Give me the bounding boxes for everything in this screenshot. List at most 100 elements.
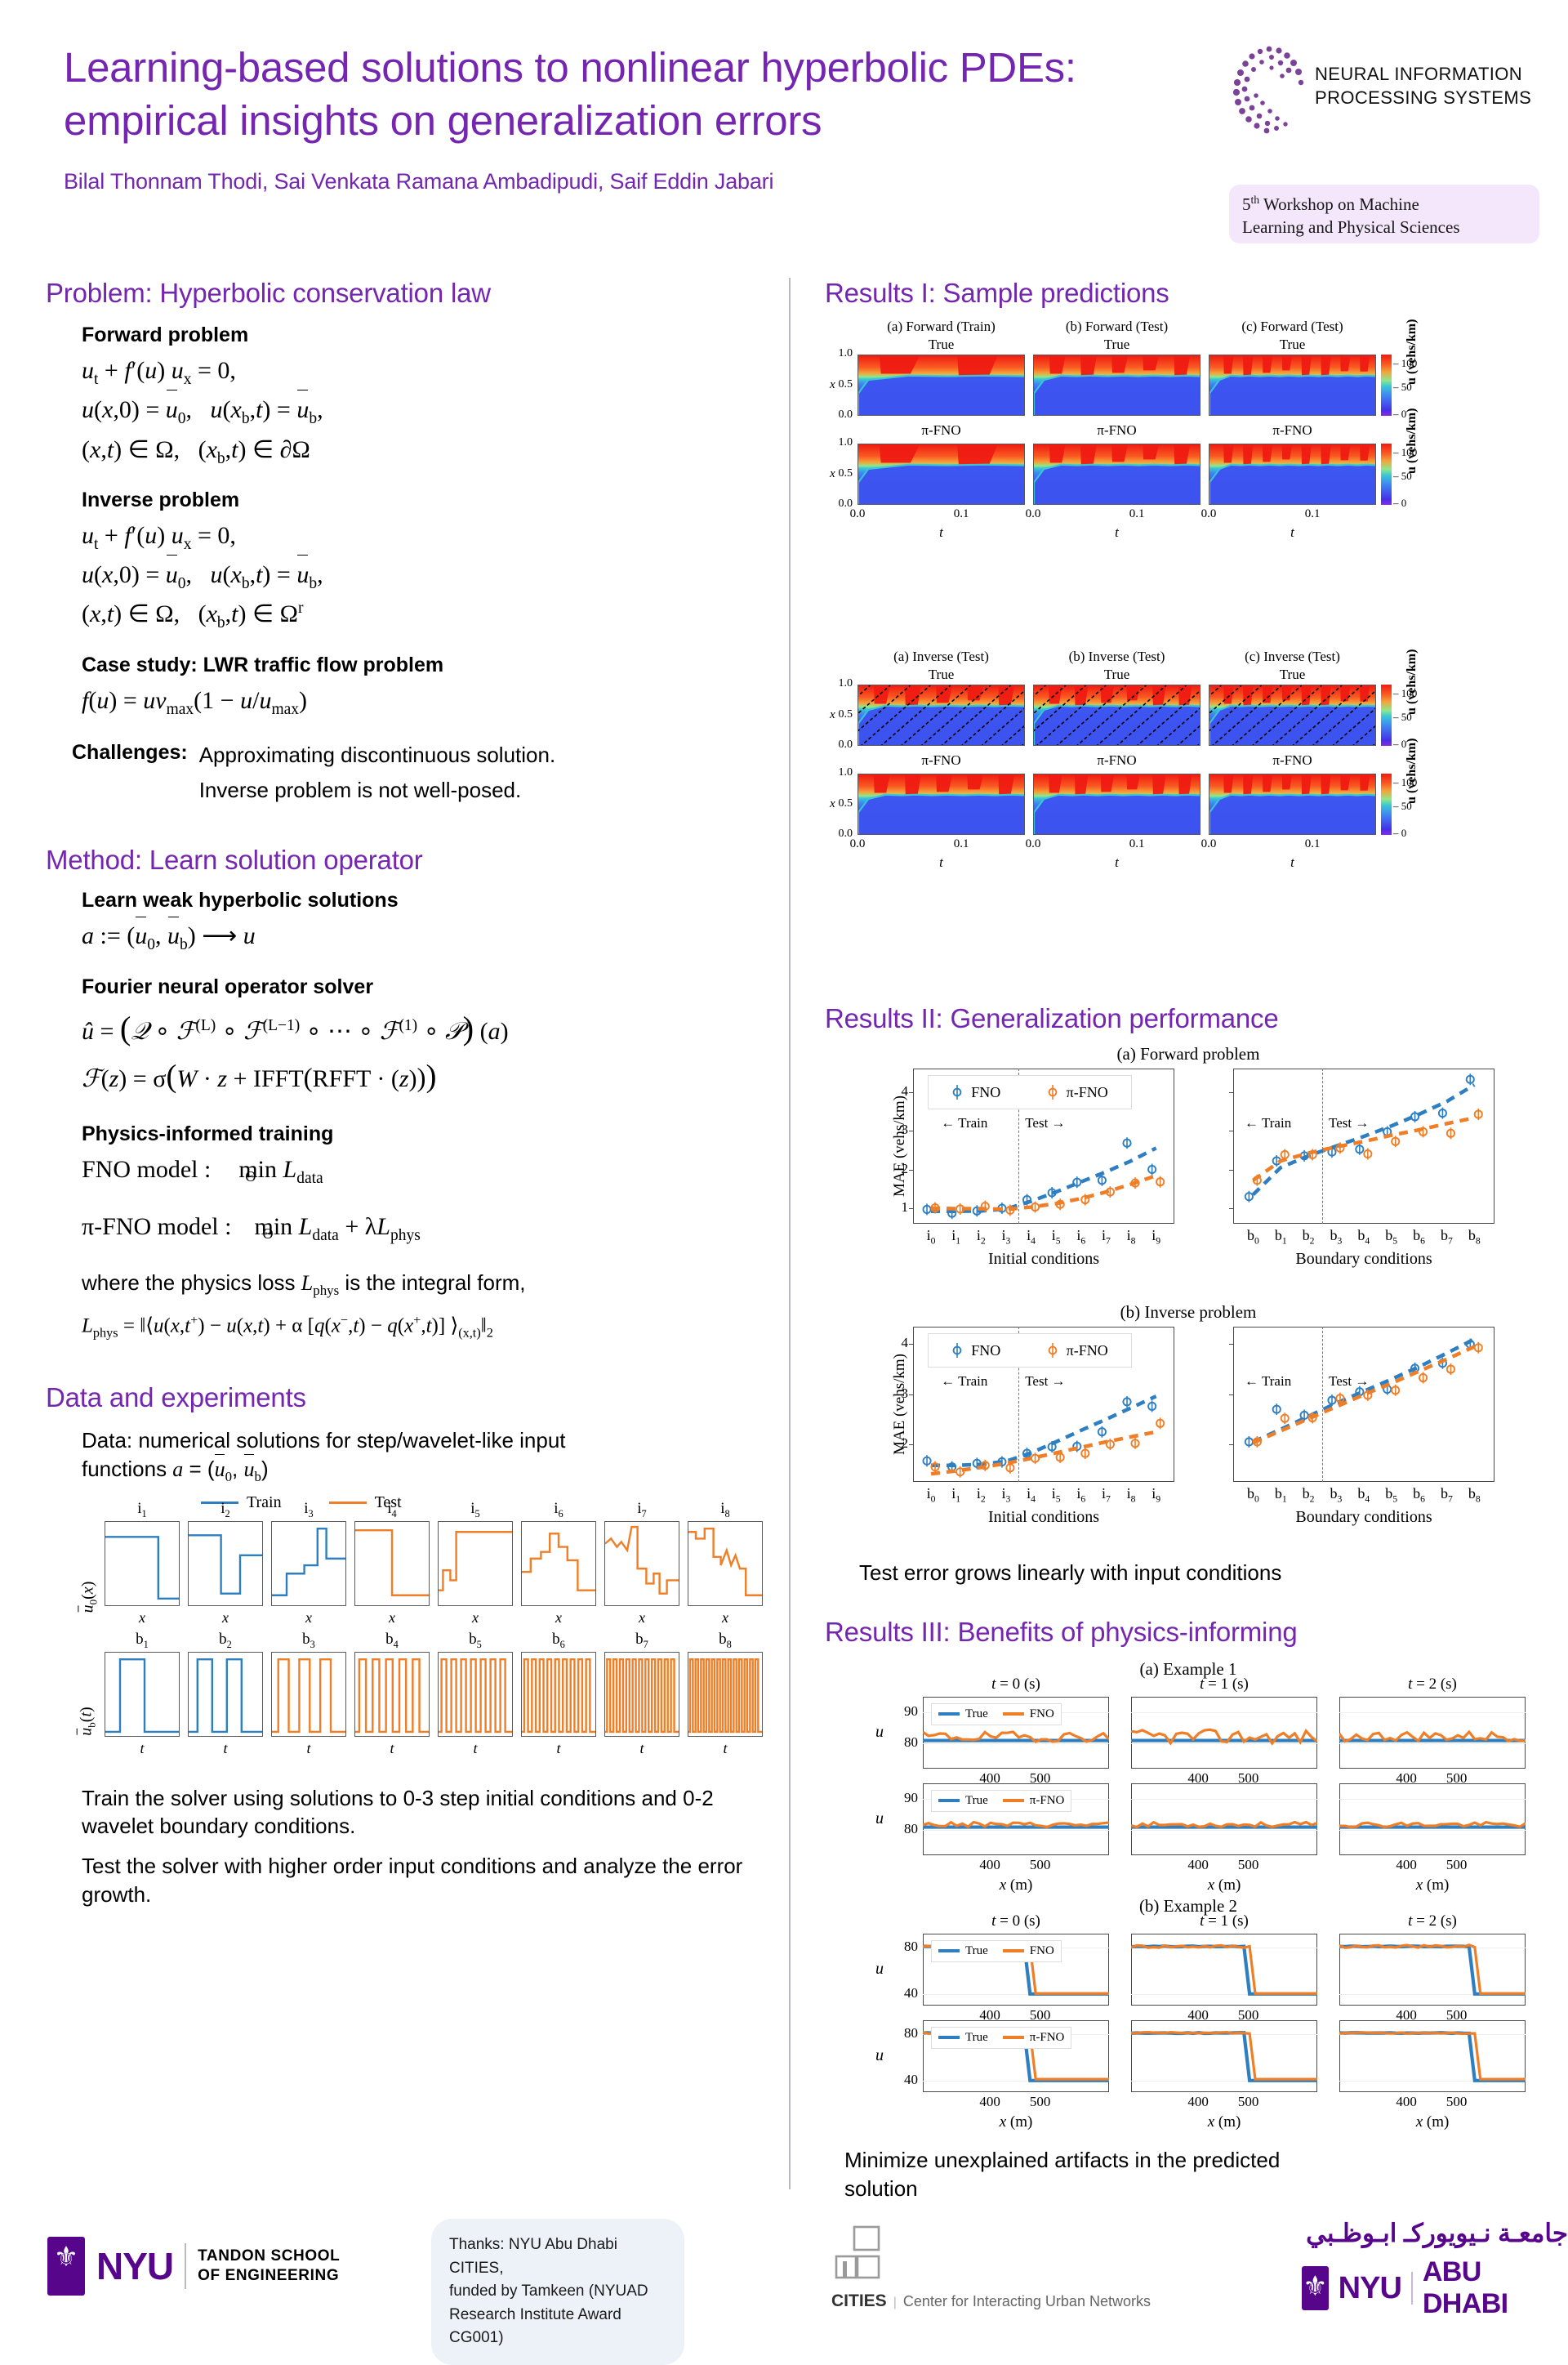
gridline	[923, 1743, 1109, 1745]
results1-inverse-figure: (a) Inverse (Test) True π-FNO (b) Inverse (…	[825, 649, 1552, 975]
line-series	[1339, 2030, 1526, 2082]
y-tick: 4	[901, 1335, 909, 1351]
figure-title: (a) Forward problem	[1116, 1044, 1260, 1064]
axis-label-x: x	[222, 1609, 229, 1626]
legend-label: FNO	[971, 1341, 1001, 1359]
x-tick: b2	[1302, 1485, 1315, 1505]
initial-condition-i4-curve	[355, 1528, 429, 1596]
x-tick: i3	[1001, 1227, 1011, 1247]
x-tick: 400	[1187, 2006, 1209, 2023]
axis-label-time: t	[1115, 524, 1119, 540]
initial-condition-i3-label: i3	[304, 1499, 314, 1519]
x-tick: 0.1	[1129, 837, 1145, 850]
initial-condition-i4-label: i4	[387, 1499, 397, 1519]
x-tick: 0.1	[1129, 507, 1145, 520]
line-series	[1131, 1943, 1317, 1996]
x-tick: 400	[979, 2093, 1000, 2109]
y-tick-mark	[909, 1444, 913, 1446]
axis-label-x-meters: x (m)	[1207, 1876, 1241, 1894]
inverse-equation-2: u(x,0) = u0, u(xb,t) = ub,	[82, 555, 773, 596]
x-tick: i3	[1001, 1485, 1011, 1505]
gridline	[923, 2080, 1109, 2082]
figure-title: (b) Example 2	[1138, 1895, 1238, 1916]
y-tick: 3	[901, 1385, 909, 1401]
heatmap-waves	[1209, 774, 1375, 834]
panel-group-title: (c) Forward (Test)	[1241, 319, 1343, 334]
y-tick: 1.0	[838, 436, 853, 448]
colorbar	[1381, 355, 1392, 416]
x-tick: i9	[1152, 1227, 1161, 1247]
legend-label: True	[965, 1943, 988, 1957]
legend-swatch	[1002, 1799, 1024, 1803]
scatter-series	[1244, 1337, 1483, 1448]
train-region-label: ← Train	[1245, 1373, 1292, 1389]
axis-label-time: t	[939, 855, 943, 870]
forward-problem-heading: Forward problem	[82, 324, 249, 346]
x-tick: b4	[1357, 1485, 1370, 1505]
x-tick: b6	[1413, 1485, 1425, 1505]
axis-label-t: t	[473, 1739, 478, 1756]
gridline	[1131, 1830, 1317, 1832]
colorbar-tick: – 100	[1393, 776, 1418, 788]
axis-label-x-space: x	[830, 466, 835, 480]
boundary-condition-b3-panel	[271, 1651, 346, 1737]
panel-row-title-pifno: π-FNO	[1272, 752, 1312, 768]
y-tick-mark	[909, 1091, 913, 1093]
y-tick-mark	[1229, 1208, 1233, 1209]
colorbar-tick: – 100	[1393, 687, 1418, 699]
tandon-line1: TANDON SCHOOL	[198, 2247, 341, 2265]
x-tick: 500	[1237, 1856, 1259, 1872]
nyuad-torch-icon	[1302, 2266, 1329, 2310]
axis-label-u: u	[875, 1722, 884, 1741]
x-tick: b8	[1468, 1227, 1481, 1247]
weak-solutions-equation: a := (u0, ub) ⟶ u	[82, 916, 773, 957]
heatmap-panel	[1209, 774, 1376, 835]
line-plot-area	[1339, 1783, 1526, 1855]
data-note-1: Train the solver using solutions to 0-3 …	[82, 1785, 714, 1839]
x-tick: i2	[976, 1485, 986, 1505]
logo-divider	[185, 2243, 187, 2289]
heatmap-panel	[858, 685, 1025, 746]
train-region-label: ← Train	[1245, 1115, 1292, 1131]
forward-equation-1: ut + f′(u) ux = 0,	[82, 357, 236, 388]
inverse-equation-3: (x,t) ∈ Ω, (xb,t) ∈ Ωr	[82, 600, 304, 632]
test-region-label: Test →	[1329, 1373, 1370, 1389]
colorbar-tick: – 50	[1393, 381, 1412, 394]
gridline	[1131, 1993, 1317, 1995]
data-legend: Train Test	[201, 1493, 402, 1512]
nyu-torch-icon	[47, 2237, 85, 2296]
y-tick: 1	[901, 1199, 909, 1215]
axis-label-t: t	[723, 1739, 728, 1756]
column-divider	[789, 278, 791, 2189]
legend-swatch	[938, 1799, 960, 1803]
legend-label: True	[965, 1707, 988, 1720]
legend-swatch-train	[201, 1501, 238, 1504]
y-tick-mark	[909, 1169, 913, 1171]
x-tick: 400	[1396, 1769, 1417, 1786]
y-tick-mark	[909, 1394, 913, 1395]
boundary-condition-b5-label: b5	[469, 1630, 482, 1650]
heatmap-panel	[1209, 685, 1376, 746]
legend-label: True	[965, 1793, 988, 1807]
x-tick: 500	[1029, 2093, 1051, 2109]
legend-label: FNO	[971, 1083, 1001, 1100]
colorbar-tick: – 100	[1393, 357, 1418, 369]
title-block: Learning-based solutions to nonlinear hy…	[64, 41, 1223, 194]
nyuad-logo: جامعـة نـيويوركـ ابـوظـبي NYU ABU DHABI	[1302, 2219, 1568, 2320]
section-results1-title: Results I: Sample predictions	[825, 278, 1169, 308]
panel-group-title: (b) Forward (Test)	[1065, 319, 1169, 334]
axis-label-t: t	[639, 1739, 644, 1756]
neurips-logo: NEURAL INFORMATION PROCESSING SYSTEMS	[1225, 42, 1552, 141]
legend-item: FNO	[951, 1083, 1000, 1101]
y-tick-mark	[1229, 1394, 1233, 1395]
results2-inverse-figure: (b) Inverse problem 2 3 4 MAE (vehs/km) ← Tra…	[825, 1302, 1552, 1547]
axis-label-x-meters: x (m)	[1415, 1876, 1450, 1894]
legend-swatch-test	[328, 1501, 367, 1504]
y-tick-mark	[1229, 1444, 1233, 1446]
axis-label-u0: u0(x)	[78, 1581, 100, 1613]
x-tick: b0	[1246, 1227, 1259, 1247]
legend-swatch	[1002, 2036, 1024, 2040]
legend-item: True	[938, 1944, 988, 1958]
x-tick: b7	[1440, 1227, 1453, 1247]
initial-condition-i3-panel	[271, 1520, 346, 1606]
